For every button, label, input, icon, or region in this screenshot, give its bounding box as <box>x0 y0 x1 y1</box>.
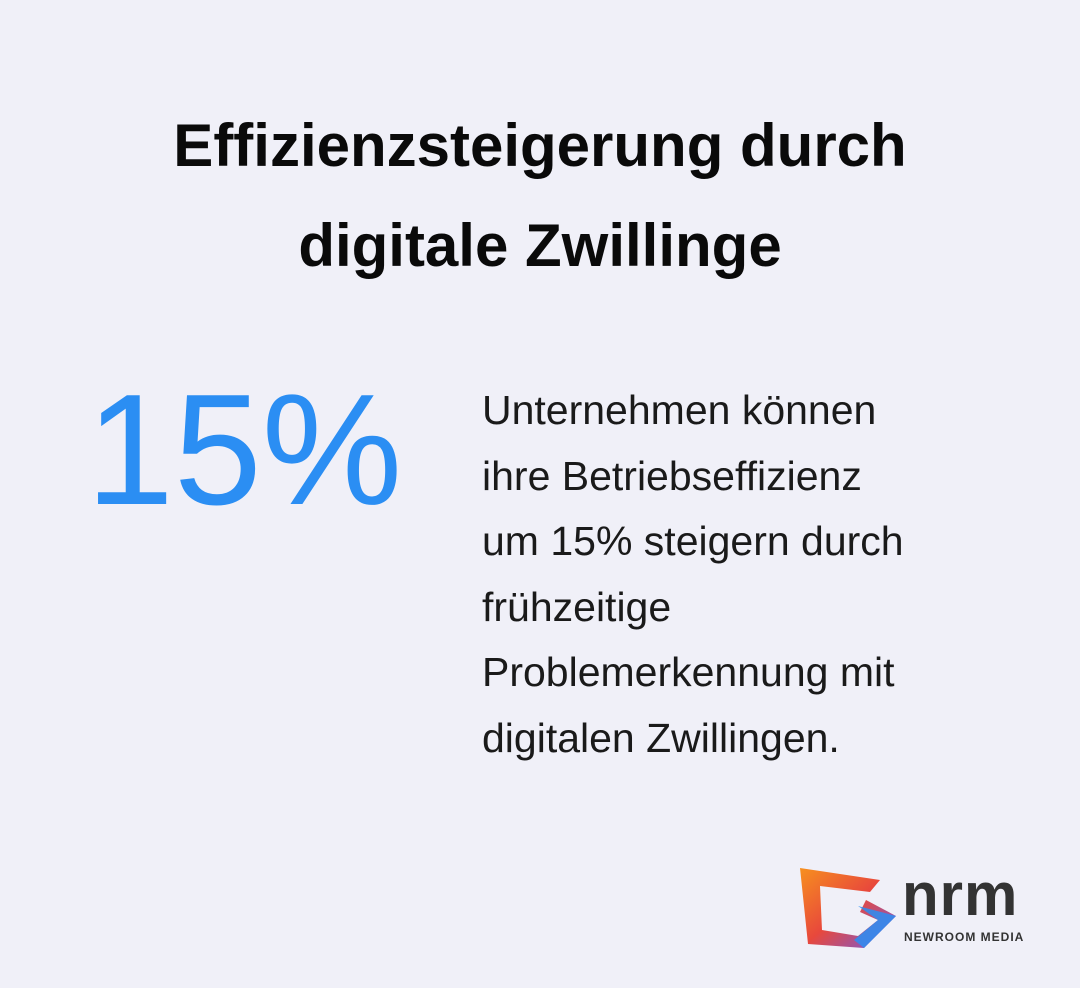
description-line: Unternehmen können <box>482 387 877 433</box>
stat-value: 15% <box>86 362 403 538</box>
title: Effizienzsteigerung durch digitale Zwilli… <box>0 96 1080 296</box>
logo-subtitle: NEWROOM MEDIA <box>904 930 1025 944</box>
description-line: frühzeitige <box>482 583 672 630</box>
title-line: Effizienzsteigerung durch <box>173 112 907 179</box>
logo-name: nrm <box>902 861 1019 928</box>
description-line: um 15% steigern durch <box>482 518 904 564</box>
description-line: digitalen Zwillingen. <box>482 714 840 761</box>
description-line: Problemerkennung mit <box>482 649 895 695</box>
logo-icon <box>800 868 896 948</box>
stat-description: Unternehmen können ihre Betriebseffizienz… <box>482 378 904 771</box>
logo: nrm NEWROOM MEDIA <box>798 861 1048 950</box>
description-line: ihre Betriebseffizienz <box>482 452 862 499</box>
title-line: digitale Zwillinge <box>298 212 782 279</box>
